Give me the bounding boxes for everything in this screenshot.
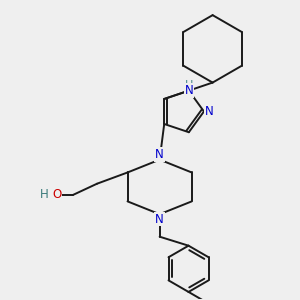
Text: N: N: [155, 212, 164, 226]
Text: N: N: [205, 105, 214, 118]
Text: N: N: [155, 148, 164, 161]
Text: N: N: [184, 84, 193, 97]
Text: O: O: [52, 188, 62, 202]
Text: H: H: [185, 80, 193, 90]
Text: H: H: [40, 188, 48, 202]
